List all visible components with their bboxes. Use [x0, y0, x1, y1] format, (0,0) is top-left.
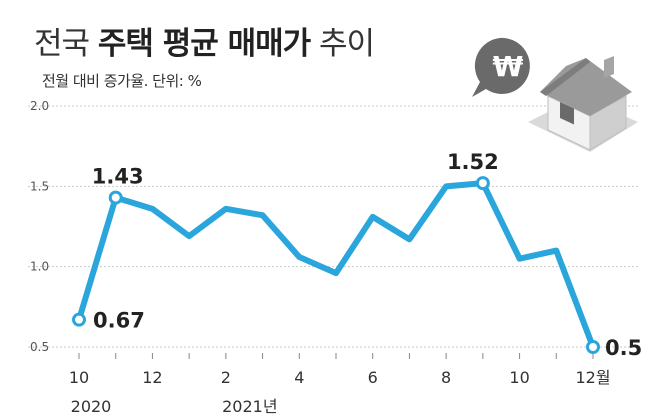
data-label: 1.52 — [447, 150, 499, 174]
data-label: 0.5 — [605, 336, 642, 360]
year-label: 2021년 — [222, 397, 277, 416]
x-tick-label: 12 — [142, 368, 162, 387]
won-bubble-icon: ₩ — [472, 37, 530, 97]
data-marker — [108, 190, 123, 205]
x-tick-label: 10 — [69, 368, 89, 387]
won-icon: ₩ — [493, 50, 524, 83]
x-tick-label: 10 — [509, 368, 529, 387]
title-prefix: 전국 — [34, 26, 90, 62]
year-label: 2020 — [71, 397, 112, 416]
chart-title: 전국 주택 평균 매매가 추이 — [34, 18, 375, 63]
data-marker — [475, 176, 490, 191]
data-marker — [72, 312, 86, 327]
x-tick-label: 6 — [368, 368, 378, 387]
data-marker — [586, 340, 600, 354]
title-bold: 주택 평균 매매가 — [97, 26, 311, 62]
chart-subtitle: 전월 대비 증가율. 단위: % — [42, 72, 202, 90]
title-suffix: 추이 — [319, 26, 375, 62]
x-tick-label: 4 — [294, 368, 304, 387]
y-tick-label: 0.5 — [30, 340, 49, 354]
y-tick-label: 1.0 — [30, 260, 49, 274]
series-line — [76, 180, 596, 350]
y-tick-label: 1.5 — [30, 179, 49, 193]
x-tick-label: 2 — [221, 368, 231, 387]
house-icon: ₩ — [472, 37, 638, 152]
data-label: 1.43 — [92, 165, 144, 189]
x-tick-label: 12월 — [575, 368, 610, 387]
data-label: 0.67 — [93, 309, 145, 333]
y-tick-label: 2.0 — [30, 99, 49, 113]
x-tick-label: 8 — [441, 368, 451, 387]
